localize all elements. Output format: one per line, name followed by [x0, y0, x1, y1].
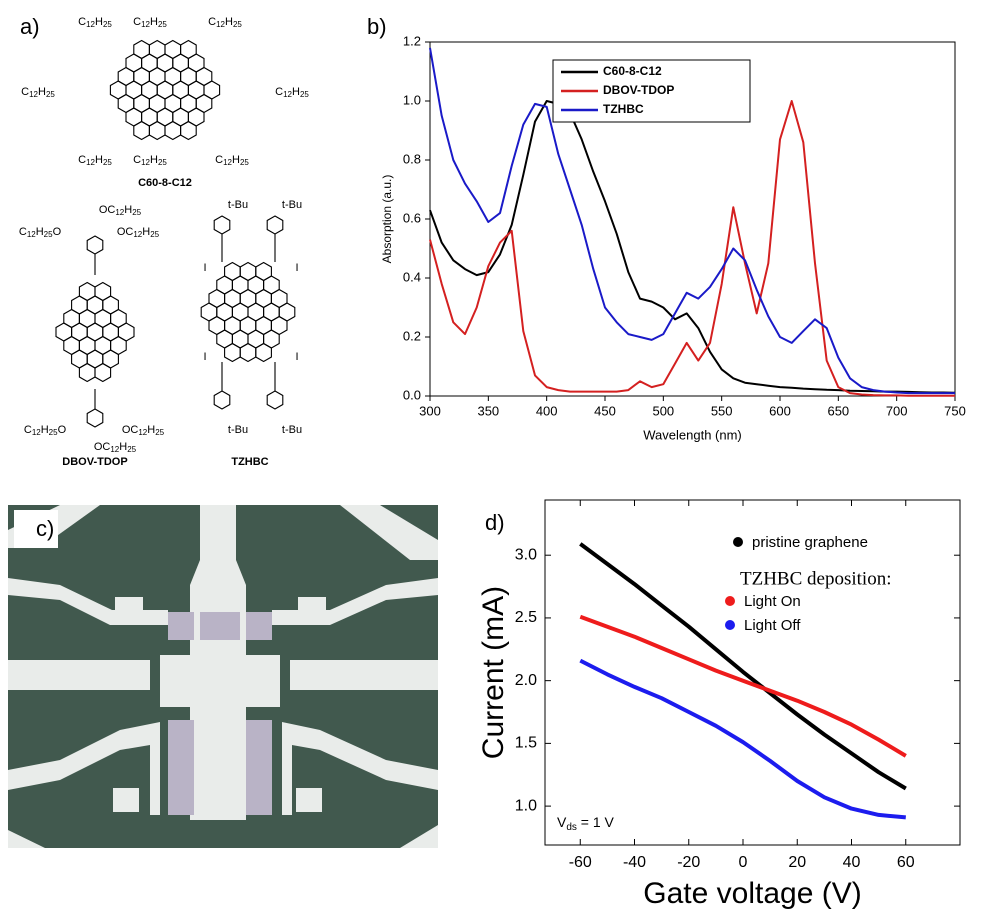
substituent-label: C12H25O — [19, 226, 62, 239]
x-tick-label: -60 — [569, 854, 592, 871]
x-tick-label: -40 — [623, 854, 646, 871]
x-tick-label: 400 — [536, 403, 558, 418]
y-tick-label: 0.8 — [403, 151, 421, 166]
panel-label: a) — [20, 14, 40, 39]
panel-label: d) — [485, 510, 505, 535]
x-tick-label: 550 — [711, 403, 733, 418]
legend-marker — [725, 596, 735, 606]
substituent-label: I — [203, 351, 206, 363]
legend-label: TZHBC — [603, 102, 644, 116]
y-tick-label: 0.0 — [403, 387, 421, 402]
x-tick-label: 350 — [477, 403, 499, 418]
annotation-part: = 1 V — [577, 814, 615, 830]
x-axis-label: Wavelength (nm) — [643, 427, 742, 442]
substituent-label: t-Bu — [228, 199, 248, 211]
substituent-label: I — [203, 262, 206, 274]
y-tick-label: 0.4 — [403, 269, 421, 284]
legend-label: Light Off — [744, 617, 801, 634]
y-tick-label: 2.0 — [515, 672, 537, 689]
x-tick-label: 20 — [788, 854, 806, 871]
y-tick-label: 0.2 — [403, 328, 421, 343]
legend-label: pristine graphene — [752, 534, 868, 551]
substituent-label: t-Bu — [228, 424, 248, 436]
legend-marker — [725, 620, 735, 630]
y-tick-label: 2.5 — [515, 609, 537, 626]
y-axis-label: Absorption (a.u.) — [380, 175, 394, 264]
figure: a) b) c) d) C12H25C12H25C12H25C12H25C12H… — [0, 0, 986, 918]
x-tick-label: 750 — [944, 403, 966, 418]
y-tick-label: 1.2 — [403, 33, 421, 48]
device-photo — [8, 505, 438, 848]
annotation-part: ds — [566, 822, 577, 833]
legend-label: DBOV-TDOP — [603, 83, 674, 97]
legend-title: TZHBC deposition: — [740, 568, 891, 589]
substituent-label: I — [295, 262, 298, 274]
legend-label: Light On — [744, 593, 801, 610]
substituent-label: C12H25O — [24, 424, 67, 437]
x-tick-label: 60 — [897, 854, 915, 871]
x-tick-label: 600 — [769, 403, 791, 418]
x-tick-label: 40 — [843, 854, 861, 871]
x-tick-label: 450 — [594, 403, 616, 418]
molecule-name: TZHBC — [231, 456, 268, 468]
y-tick-label: 1.5 — [515, 735, 537, 752]
x-tick-label: 0 — [739, 854, 748, 871]
panel-label: c) — [36, 516, 54, 541]
legend-label: C60-8-C12 — [603, 64, 662, 78]
substituent-label: I — [295, 351, 298, 363]
molecule-name: C60-8-C12 — [138, 177, 192, 189]
substituent-label: t-Bu — [282, 199, 302, 211]
y-tick-label: 0.6 — [403, 210, 421, 225]
x-tick-label: 700 — [886, 403, 908, 418]
panel-label: b) — [367, 14, 387, 39]
x-tick-label: 300 — [419, 403, 441, 418]
x-axis-label: Gate voltage (V) — [643, 877, 861, 910]
x-tick-label: -20 — [677, 854, 700, 871]
substituent-label: t-Bu — [282, 424, 302, 436]
x-tick-label: 650 — [827, 403, 849, 418]
x-tick-label: 500 — [652, 403, 674, 418]
y-tick-label: 3.0 — [515, 546, 537, 563]
legend-marker — [733, 537, 743, 547]
y-tick-label: 1.0 — [403, 92, 421, 107]
y-tick-label: 1.0 — [515, 797, 537, 814]
y-axis-label: Current (mA) — [477, 586, 510, 759]
molecule-name: DBOV-TDOP — [62, 456, 127, 468]
